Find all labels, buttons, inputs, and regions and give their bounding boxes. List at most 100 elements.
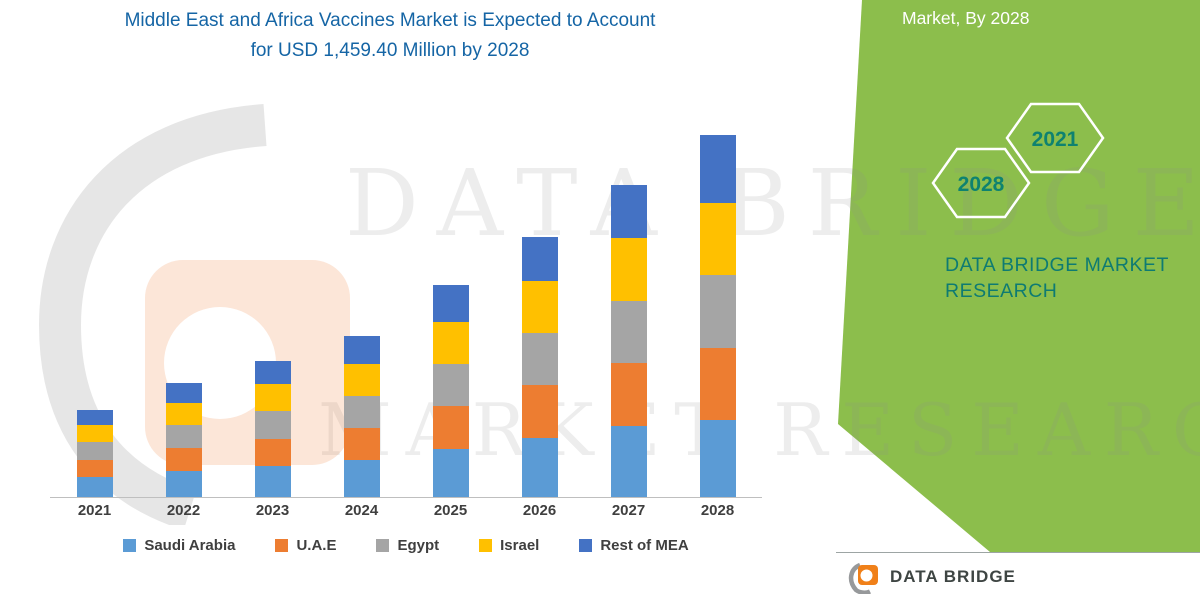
legend-item: Israel xyxy=(479,537,539,554)
x-axis-label: 2023 xyxy=(255,502,290,519)
bar-segment-saudi-arabia xyxy=(432,448,469,497)
bar-column xyxy=(139,95,228,497)
bar-column xyxy=(50,95,139,497)
bar-segment-u-a-e xyxy=(432,406,469,449)
x-axis-label: 2027 xyxy=(611,502,646,519)
x-axis-labels: 2021 2022 2023 2024 2025 2026 2027 2028 xyxy=(50,502,762,519)
bar-segment-egypt xyxy=(432,364,469,407)
bar-segment-egypt xyxy=(76,442,113,460)
logo-stem xyxy=(848,562,872,594)
legend-item: Rest of MEA xyxy=(579,537,689,554)
stacked-bar-2024 xyxy=(343,335,380,497)
bar-segment-egypt xyxy=(254,411,291,439)
bar-segment-israel xyxy=(432,322,469,365)
bar-column xyxy=(495,95,584,497)
page-title-line2: for USD 1,459.40 Million by 2028 xyxy=(250,40,530,62)
legend-label: Saudi Arabia xyxy=(144,537,236,554)
bar-segment-rest-of-mea xyxy=(76,410,113,426)
bar-segment-israel xyxy=(76,425,113,443)
page-title: Middle East and Africa Vaccines Market i… xyxy=(40,6,740,66)
bar-segment-rest-of-mea xyxy=(521,236,558,282)
legend-item: Egypt xyxy=(376,537,439,554)
bar-segment-u-a-e xyxy=(610,363,647,426)
x-axis-label: 2026 xyxy=(522,502,557,519)
x-axis-label: 2028 xyxy=(700,502,735,519)
stacked-bar-2021 xyxy=(76,410,113,497)
bar-segment-saudi-arabia xyxy=(699,420,736,497)
panel-brand-line1: DATA BRIDGE MARKET xyxy=(945,254,1169,276)
stacked-bar-2022 xyxy=(165,383,202,497)
hexagon-2021-label: 2021 xyxy=(1032,128,1079,151)
bar-segment-u-a-e xyxy=(76,459,113,478)
bar-segment-rest-of-mea xyxy=(432,284,469,323)
legend-swatch xyxy=(579,539,593,552)
bar-column xyxy=(228,95,317,497)
stacked-bar-chart xyxy=(50,95,762,498)
bar-segment-israel xyxy=(699,203,736,276)
bar-segment-israel xyxy=(343,363,380,396)
bar-segment-u-a-e xyxy=(521,385,558,438)
bar-column xyxy=(406,95,495,497)
legend-label: Egypt xyxy=(397,537,440,554)
legend-label: Israel xyxy=(500,537,540,554)
page-title-line1: Middle East and Africa Vaccines Market i… xyxy=(124,10,656,31)
bar-segment-u-a-e xyxy=(254,438,291,466)
bar-segment-israel xyxy=(254,384,291,412)
bar-segment-egypt xyxy=(610,300,647,364)
bar-segment-egypt xyxy=(521,333,558,386)
bar-segment-rest-of-mea xyxy=(343,335,380,364)
bar-column xyxy=(673,95,762,497)
bar-segment-u-a-e xyxy=(699,347,736,421)
hexagon-badges: 2028 2021 xyxy=(931,102,1105,219)
footer-brand-text: DATA BRIDGE xyxy=(890,566,1016,586)
legend-swatch xyxy=(123,539,137,552)
stacked-bar-2028 xyxy=(699,135,736,497)
bar-segment-egypt xyxy=(343,395,380,429)
x-axis-label: 2025 xyxy=(433,502,468,519)
legend-label: Rest of MEA xyxy=(600,537,689,554)
green-panel-shape xyxy=(838,0,1200,552)
bar-segment-israel xyxy=(521,281,558,334)
legend-item: Saudi Arabia xyxy=(123,537,235,554)
bar-segment-egypt xyxy=(165,425,202,449)
logo-hole xyxy=(860,569,873,581)
footer: DATA BRIDGE xyxy=(836,552,1200,600)
x-axis-label: 2022 xyxy=(166,502,201,519)
bar-segment-israel xyxy=(165,402,202,426)
legend-label: U.A.E xyxy=(296,537,337,554)
legend-swatch xyxy=(275,539,289,552)
bar-segment-saudi-arabia xyxy=(610,425,647,497)
panel-brand-line2: RESEARCH xyxy=(945,280,1058,303)
bar-segment-u-a-e xyxy=(165,448,202,471)
bar-segment-saudi-arabia xyxy=(254,466,291,497)
legend-swatch xyxy=(376,539,390,552)
bar-segment-israel xyxy=(610,238,647,301)
x-axis-label: 2021 xyxy=(77,502,112,519)
panel-heading: Market, By 2028 xyxy=(902,8,1030,28)
bar-segment-rest-of-mea xyxy=(610,184,647,239)
bar-segment-egypt xyxy=(699,275,736,348)
stacked-bar-2027 xyxy=(610,184,647,497)
panel-brand-text: DATA BRIDGE MARKET RESEARCH xyxy=(945,252,1169,305)
hexagon-2028-outline xyxy=(931,147,1031,219)
bar-segment-saudi-arabia xyxy=(343,460,380,497)
stacked-bar-2025 xyxy=(432,284,469,497)
bar-segment-saudi-arabia xyxy=(165,471,202,497)
stacked-bar-2026 xyxy=(521,236,558,497)
bar-segment-rest-of-mea xyxy=(699,135,736,204)
legend-item: U.A.E xyxy=(275,537,336,554)
bar-segment-rest-of-mea xyxy=(165,383,202,403)
bar-column xyxy=(317,95,406,497)
data-bridge-logo-icon xyxy=(848,562,878,594)
bar-segment-saudi-arabia xyxy=(76,477,113,497)
x-axis-label: 2024 xyxy=(344,502,379,519)
hexagon-2021-outline xyxy=(1005,102,1105,174)
legend-swatch xyxy=(479,539,493,552)
bar-segment-saudi-arabia xyxy=(521,437,558,497)
bar-segment-u-a-e xyxy=(343,428,380,461)
bar-segment-rest-of-mea xyxy=(254,360,291,385)
chart-legend: Saudi Arabia U.A.E Egypt Israel Rest of MEA xyxy=(50,537,762,554)
stacked-bar-2023 xyxy=(254,360,291,497)
hexagon-2028-label: 2028 xyxy=(958,173,1005,196)
